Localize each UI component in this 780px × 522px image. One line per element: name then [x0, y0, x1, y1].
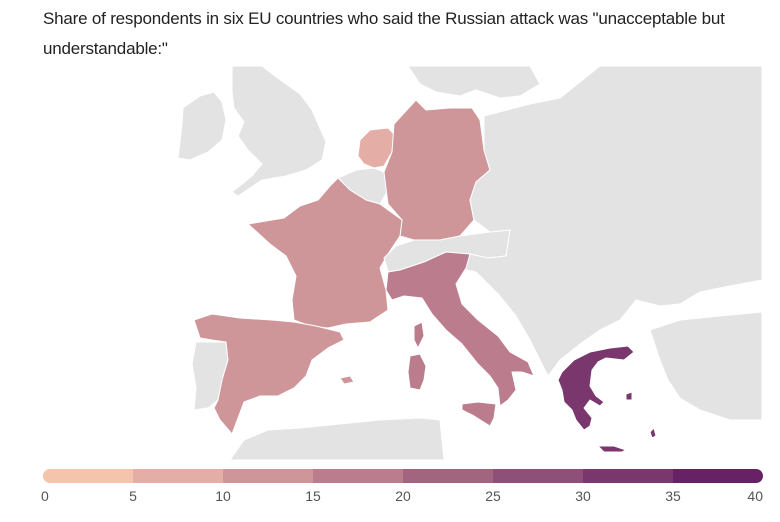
- region-spain: [193, 313, 345, 435]
- legend-bin-0-5: [43, 469, 133, 483]
- region-sardinia: [407, 353, 427, 391]
- region-sicily: [461, 401, 497, 427]
- chart-title: Share of respondents in six EU countries…: [43, 9, 725, 58]
- region-netherlands: [357, 127, 395, 169]
- region-eastern-europe: [457, 65, 763, 377]
- region-italy: [385, 251, 535, 407]
- europe-map: [177, 65, 763, 460]
- region-ireland: [177, 91, 227, 161]
- region-corsica: [413, 321, 425, 349]
- legend-tick: 40: [747, 488, 763, 504]
- region-great-britain: [231, 65, 327, 197]
- region-greece: [557, 345, 635, 431]
- legend-bin-20-25: [403, 469, 493, 483]
- region-turkey: [649, 311, 763, 421]
- region-balearic: [339, 375, 355, 385]
- legend-tick: 15: [305, 488, 321, 504]
- legend-bin-30-35: [583, 469, 673, 483]
- region-north-africa: [229, 417, 445, 460]
- region-france: [247, 177, 403, 329]
- legend-tick: 25: [485, 488, 501, 504]
- legend-bin-25-30: [493, 469, 583, 483]
- legend-tick: 0: [41, 488, 49, 504]
- legend-tick: 10: [215, 488, 231, 504]
- legend-tick: 5: [129, 488, 137, 504]
- color-scale-legend: [43, 469, 763, 483]
- region-greek-islands: [625, 391, 657, 439]
- region-scandinavia: [407, 65, 541, 99]
- legend-tick: 20: [395, 488, 411, 504]
- legend-bin-35-40: [673, 469, 763, 483]
- legend-bin-5-10: [133, 469, 223, 483]
- legend-ticks: 0 5 10 15 20 25 30 35 40: [41, 488, 763, 508]
- legend-bin-10-15: [223, 469, 313, 483]
- region-crete: [597, 445, 627, 453]
- legend-tick: 35: [665, 488, 681, 504]
- legend-tick: 30: [575, 488, 591, 504]
- legend-bin-15-20: [313, 469, 403, 483]
